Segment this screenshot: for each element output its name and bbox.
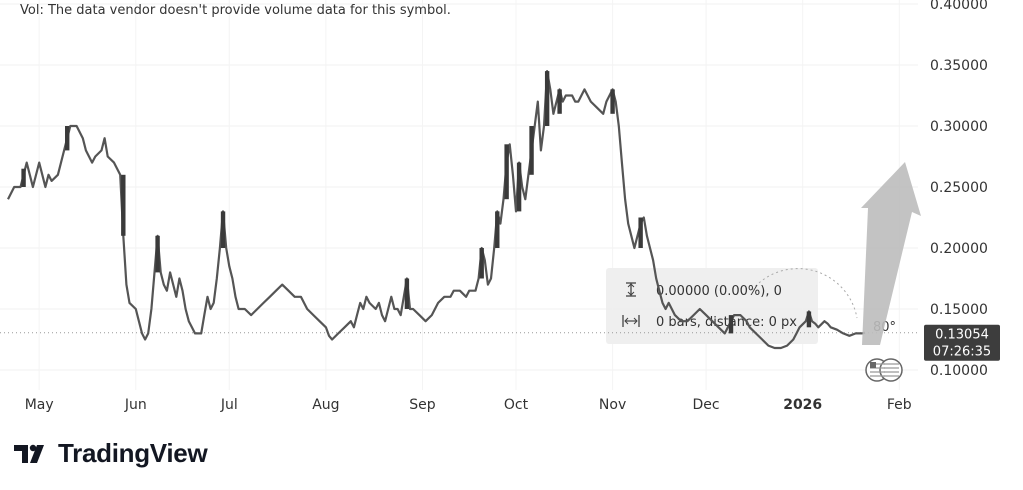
x-tick-label: Feb bbox=[887, 397, 912, 413]
y-tick-label: 0.25000 bbox=[930, 180, 988, 196]
candle bbox=[806, 311, 812, 328]
x-tick-label: Oct bbox=[504, 397, 529, 413]
price-series bbox=[7, 70, 866, 350]
candle bbox=[495, 211, 500, 248]
price-tag: 0.13054 07:26:35 bbox=[924, 324, 1000, 361]
x-tick-label: Aug bbox=[312, 397, 339, 413]
y-tick-label: 0.40000 bbox=[930, 0, 988, 13]
candle bbox=[504, 144, 509, 200]
y-tick-label: 0.20000 bbox=[930, 241, 988, 257]
price-tag-background bbox=[924, 324, 1000, 361]
x-tick-label: May bbox=[25, 397, 54, 413]
candle bbox=[404, 278, 410, 309]
grid bbox=[0, 0, 918, 390]
candle bbox=[121, 174, 126, 236]
candle bbox=[220, 211, 226, 248]
projection-arrow bbox=[861, 162, 921, 345]
y-tick-label: 0.10000 bbox=[930, 363, 988, 379]
x-tick-label: 2026 bbox=[783, 397, 822, 413]
events-flag-icon[interactable] bbox=[865, 358, 903, 382]
candle bbox=[610, 89, 615, 114]
candle bbox=[516, 162, 522, 212]
x-tick-label: Jun bbox=[124, 397, 147, 413]
candle bbox=[544, 71, 550, 126]
y-tick-label: 0.15000 bbox=[930, 302, 988, 318]
x-axis: May Jun Jul Aug Sep Oct Nov Dec 2026 Feb bbox=[25, 397, 912, 413]
candle bbox=[21, 168, 26, 187]
x-tick-label: Sep bbox=[409, 397, 436, 413]
tradingview-logo-icon bbox=[14, 444, 44, 463]
bar-countdown-label: 07:26:35 bbox=[933, 345, 991, 360]
brand-name: TradingView bbox=[58, 438, 208, 468]
x-tick-label: Nov bbox=[599, 397, 626, 413]
price-line-series bbox=[7, 70, 866, 350]
last-price-label: 0.13054 bbox=[935, 328, 989, 343]
vertical-range-icon bbox=[626, 282, 636, 297]
horizontal-range-icon bbox=[622, 315, 640, 327]
candles bbox=[21, 71, 812, 334]
measure-price-range: 0.00000 (0.00%), 0 bbox=[656, 284, 782, 299]
brand[interactable]: TradingView bbox=[14, 438, 208, 469]
y-tick-label: 0.35000 bbox=[930, 58, 988, 74]
candle bbox=[479, 248, 484, 279]
candle bbox=[638, 217, 643, 248]
y-axis: 0.40000 0.35000 0.30000 0.25000 0.20000 0.150… bbox=[930, 0, 988, 379]
volume-note: Vol: The data vendor doesn't provide vol… bbox=[20, 3, 451, 18]
candle bbox=[728, 315, 734, 334]
y-tick-label: 0.30000 bbox=[930, 119, 988, 135]
candle bbox=[529, 126, 534, 175]
candle bbox=[65, 126, 70, 151]
candle bbox=[557, 89, 562, 114]
x-tick-label: Dec bbox=[693, 397, 720, 413]
candle bbox=[155, 235, 160, 273]
x-tick-label: Jul bbox=[220, 397, 238, 413]
